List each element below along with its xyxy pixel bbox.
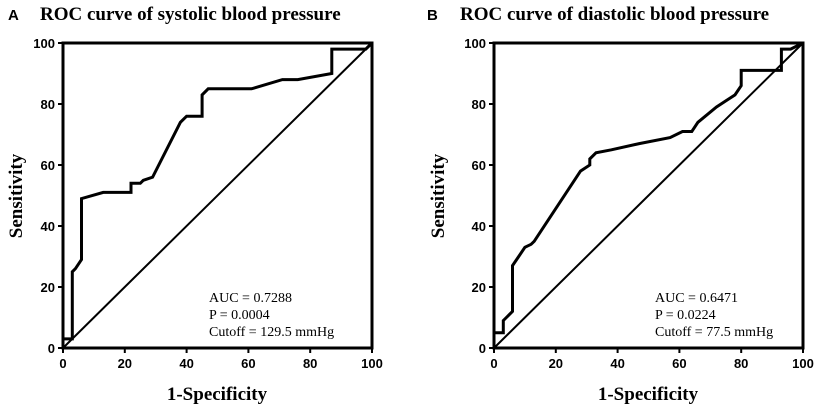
panel-a-x-tick-label-60: 60 <box>241 356 255 371</box>
panel-a-x-tick-label-20: 20 <box>118 356 132 371</box>
panel-a-ticks: 0 20 40 60 80 100 0 20 40 60 80 100 <box>33 36 383 371</box>
panel-b-y-tick-label-100: 100 <box>464 36 486 51</box>
panel-a-auc: AUC = 0.7288 <box>209 291 292 306</box>
panel-b-y-tick-label-0: 0 <box>479 341 486 356</box>
panel-a-y-tick-label-0: 0 <box>48 341 55 356</box>
panel-b-y-tick-label-60: 60 <box>472 158 486 173</box>
panel-b-x-tick-label-40: 40 <box>610 356 624 371</box>
panel-a-cutoff: Cutoff = 129.5 mmHg <box>209 325 334 340</box>
panel-a-x-axis-label: 1-Specificity <box>167 384 268 405</box>
panel-b-y-axis-label: Sensitivity <box>428 153 449 238</box>
panel-a-y-tick-label-60: 60 <box>41 158 55 173</box>
panel-b-x-tick-label-0: 0 <box>490 356 497 371</box>
panel-a-roc-curve <box>63 41 374 341</box>
panel-b-y-tick-label-40: 40 <box>472 219 486 234</box>
panel-b-p-value: P = 0.0224 <box>655 308 716 323</box>
panel-a-y-tick-label-80: 80 <box>41 97 55 112</box>
panel-a-y-tick-label-100: 100 <box>33 36 55 51</box>
panel-b-plot-frame <box>492 41 805 350</box>
panel-b-y-tick-label-20: 20 <box>472 280 486 295</box>
panel-a-y-tick-label-40: 40 <box>41 219 55 234</box>
panel-b: B ROC curve of diastolic blood pressure … <box>427 4 814 405</box>
panel-b-x-tick-label-100: 100 <box>792 356 814 371</box>
panel-a-reference-line <box>62 42 373 349</box>
panel-b-reference-line <box>493 42 804 349</box>
panel-a-p-value: P = 0.0004 <box>209 308 270 323</box>
panel-a-y-tick-label-20: 20 <box>41 280 55 295</box>
panel-a-x-tick-label-80: 80 <box>303 356 317 371</box>
panel-b-x-tick-label-20: 20 <box>549 356 563 371</box>
panel-b-x-tick-label-80: 80 <box>734 356 748 371</box>
panel-b-letter: B <box>427 7 438 24</box>
panel-a-x-tick-label-100: 100 <box>361 356 383 371</box>
panel-b-title: ROC curve of diastolic blood pressure <box>460 4 769 25</box>
panel-a-plot-frame <box>61 41 374 350</box>
panel-a-y-axis-label: Sensitivity <box>6 153 27 238</box>
panel-b-y-tick-label-80: 80 <box>472 97 486 112</box>
panel-b-x-axis-label: 1-Specificity <box>598 384 699 405</box>
panel-b-x-tick-label-60: 60 <box>672 356 686 371</box>
panel-b-auc: AUC = 0.6471 <box>655 291 738 306</box>
panel-a-x-tick-label-40: 40 <box>179 356 193 371</box>
panel-a-x-tick-label-0: 0 <box>59 356 66 371</box>
panel-a-title: ROC curve of systolic blood pressure <box>40 4 341 25</box>
panel-b-roc-curve <box>494 41 804 335</box>
panel-b-cutoff: Cutoff = 77.5 mmHg <box>655 325 773 340</box>
panel-a-letter: A <box>8 7 19 24</box>
panel-a: A ROC curve of systolic blood pressure 0… <box>6 4 383 405</box>
